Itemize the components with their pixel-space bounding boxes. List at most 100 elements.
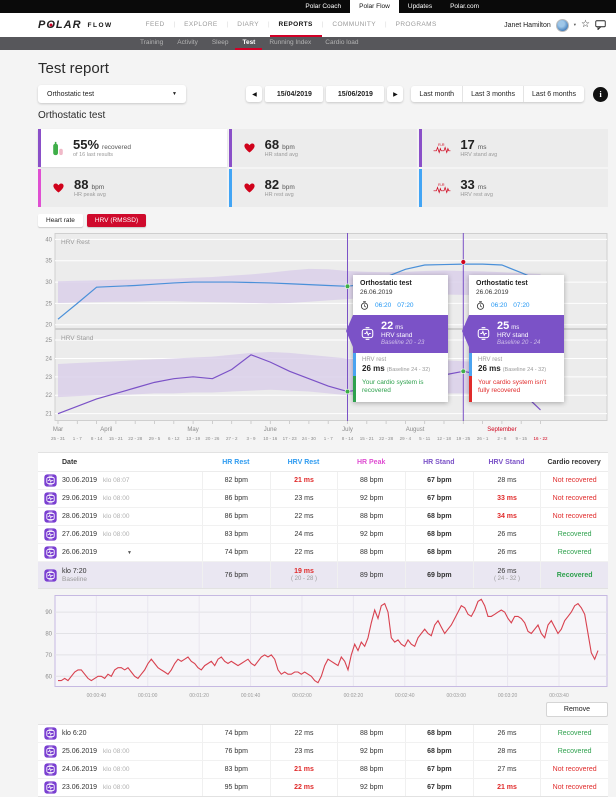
nav-link-reports[interactable]: REPORTS	[269, 13, 322, 37]
last-6-months-button[interactable]: Last 6 months	[532, 90, 576, 98]
svg-text:21: 21	[45, 412, 52, 418]
next-period-button[interactable]: ▶	[387, 86, 404, 102]
subnav-item-running-index[interactable]: Running Index	[269, 39, 312, 46]
orthostatic-test-icon	[38, 725, 62, 742]
table-row[interactable]: 28.06.2019 klo 08:00 86 bpm 22 ms 88 bpm 68 b…	[38, 508, 608, 526]
table-cell: 67 bpm	[404, 472, 473, 489]
date-cell: klo 6:20	[62, 730, 87, 737]
nav-link-feed[interactable]: FEED	[145, 20, 165, 28]
topbar-item-polar-com[interactable]: Polar.com	[450, 3, 479, 10]
table-row[interactable]: klo 6:20 74 bpm 22 ms 88 bpm 68 bpm 26 ms Reco…	[38, 725, 608, 743]
svg-text:September: September	[487, 427, 516, 433]
table-row[interactable]: 29.06.2019 klo 08:00 86 bpm 23 ms 92 bpm 67 b…	[38, 490, 608, 508]
tab-heart-rate[interactable]: Heart rate	[38, 214, 83, 227]
cardio-recovery-status: Not recovered	[540, 490, 608, 507]
nav-link-explore[interactable]: EXPLORE	[184, 20, 218, 28]
nav-link-diary[interactable]: DIARY	[237, 20, 259, 28]
subnav-item-test[interactable]: Test	[235, 37, 263, 50]
table-cell: 88 bpm	[337, 544, 405, 561]
remove-button[interactable]: Remove	[545, 702, 608, 717]
table-row[interactable]: klo 7:20 Baseline 76 bpm 19 ms( 20 - 28 ) 89…	[38, 562, 608, 588]
nav-link-programs[interactable]: PROGRAMS	[395, 20, 437, 28]
svg-text:20: 20	[45, 323, 52, 329]
column-header: HR Rest	[222, 458, 250, 466]
tab-hrv-rmssd[interactable]: HRV (RMSSD)	[86, 214, 147, 227]
svg-text:29 - 5: 29 - 5	[149, 436, 161, 441]
test-results-table: Date HR Rest HRV Rest HR Peak HR Stand HRV St…	[38, 452, 608, 589]
svg-text:80: 80	[45, 632, 52, 638]
user-menu[interactable]: Janet Hamilton ▾ ☆	[504, 13, 606, 37]
heart-icon	[52, 182, 65, 194]
nav-link-community[interactable]: COMMUNITY	[332, 20, 377, 28]
table-cell: 95 bpm	[202, 779, 270, 796]
remove-row: Remove	[38, 702, 608, 717]
info-icon[interactable]: i	[593, 86, 608, 102]
table-row[interactable]: 27.06.2019 klo 08:00 83 bpm 24 ms 92 bpm 68 b…	[38, 526, 608, 544]
svg-text:23: 23	[45, 375, 52, 381]
previous-period-button[interactable]: ◀	[246, 86, 263, 102]
svg-text:00:00:40: 00:00:40	[87, 693, 107, 699]
card-sublabel: HR stand avg	[264, 152, 298, 159]
subnav-item-activity[interactable]: Activity	[177, 39, 198, 46]
stopwatch-icon	[476, 301, 485, 310]
svg-text:22: 22	[45, 393, 52, 399]
orthostatic-test-icon	[38, 779, 62, 796]
svg-text:8 - 14: 8 - 14	[342, 436, 354, 441]
svg-text:16 - 22: 16 - 22	[533, 436, 548, 441]
topbar-item-updates[interactable]: Updates	[407, 3, 433, 10]
svg-text:29 - 4: 29 - 4	[400, 436, 412, 441]
table-row[interactable]: 24.06.2019 klo 08:00 83 bpm 21 ms 88 bpm 67 b…	[38, 761, 608, 779]
summary-card-hrv-rest-avg: R-R 33 ms HRV rest avg	[419, 169, 608, 207]
table-cell: 88 bpm	[337, 725, 405, 742]
last-3-months-button[interactable]: Last 3 months	[463, 86, 525, 102]
table-cell: 82 bpm	[202, 472, 270, 489]
table-row[interactable]: 23.06.2019 klo 08:00 95 bpm 22 ms 92 bpm 67 b…	[38, 779, 608, 796]
expand-caret-icon[interactable]: ▼	[127, 549, 132, 556]
test-type-select[interactable]: Orthostatic test ▼	[38, 85, 186, 103]
svg-text:10 - 16: 10 - 16	[263, 436, 278, 441]
topbar-item-polar-coach[interactable]: Polar Coach	[305, 3, 342, 10]
svg-text:00:01:40: 00:01:40	[241, 693, 261, 699]
feedback-bubble-icon[interactable]	[595, 20, 606, 30]
table-row[interactable]: 25.06.2019 klo 08:00 76 bpm 23 ms 92 bpm 68 b…	[38, 743, 608, 761]
orthostatic-watch-icon	[476, 326, 491, 341]
top-bar: Polar Coach Polar Flow Updates Polar.com	[0, 0, 616, 13]
svg-text:17 - 23: 17 - 23	[283, 436, 298, 441]
page-title: Test report	[38, 60, 109, 77]
last-month-button[interactable]: Last month	[411, 86, 464, 102]
orthostatic-watch-icon	[360, 326, 375, 341]
table-cell: 68 bpm	[404, 544, 473, 561]
date-cell: 24.06.2019 klo 08:00	[62, 766, 130, 773]
svg-text:26 - 1: 26 - 1	[477, 436, 489, 441]
cardio-recovery-status: Recovered	[540, 562, 608, 588]
user-avatar[interactable]	[555, 18, 569, 32]
card-sublabel: HR peak avg	[74, 192, 106, 199]
svg-text:HRV Stand: HRV Stand	[61, 335, 94, 342]
topbar-item-polar-flow[interactable]: Polar Flow	[350, 0, 399, 13]
popup-hrv-stand-baseline: Baseline 20 - 23	[381, 339, 425, 346]
svg-text:25: 25	[45, 301, 52, 307]
hrv-rest-block: HRV rest 26 ms (Baseline 24 - 32)	[353, 352, 448, 376]
date-from-input[interactable]: 15/04/2019	[265, 86, 324, 102]
table-cell: 68 bpm	[404, 743, 473, 760]
date-cell: 29.06.2019 klo 08:00	[62, 495, 130, 502]
subnav-item-sleep[interactable]: Sleep	[211, 39, 229, 46]
svg-text:35: 35	[45, 259, 52, 265]
table-cell: 92 bpm	[337, 779, 405, 796]
summary-card-hrv-stand-avg: R-R 17 ms HRV stand avg	[419, 129, 608, 167]
svg-text:00:01:00: 00:01:00	[138, 693, 158, 699]
svg-text:00:03:00: 00:03:00	[446, 693, 466, 699]
cardio-recovery-status: Recovered	[540, 743, 608, 760]
polar-logo[interactable]: POLAR FLOW	[38, 13, 113, 37]
subnav-item-training[interactable]: Training	[140, 39, 164, 46]
date-to-input[interactable]: 15/06/2019	[326, 86, 385, 102]
subnav-item-cardio-load[interactable]: Cardio load	[325, 39, 359, 46]
svg-text:00:01:20: 00:01:20	[189, 693, 209, 699]
svg-text:Mar: Mar	[53, 427, 63, 433]
table-row[interactable]: 26.06.2019 ▼ 74 bpm 22 ms 88 bpm 68 bpm 26 ms R…	[38, 544, 608, 562]
table-row[interactable]: 30.06.2019 klo 08:07 82 bpm 21 ms 88 bpm 67 b…	[38, 472, 608, 490]
favorites-star-icon[interactable]: ☆	[581, 19, 590, 30]
card-unit: bpm	[91, 183, 105, 191]
table-cell: 67 bpm	[404, 779, 473, 796]
recovery-status-text: Your cardio system is recovered	[353, 375, 448, 402]
